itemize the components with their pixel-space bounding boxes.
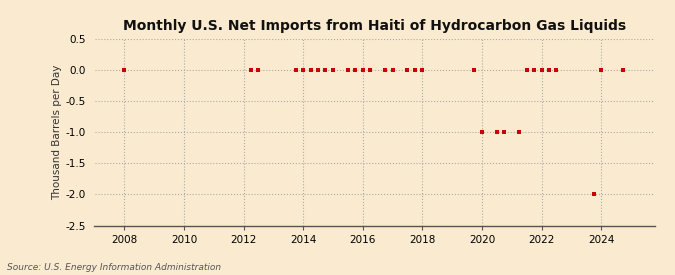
Y-axis label: Thousand Barrels per Day: Thousand Barrels per Day xyxy=(53,64,62,200)
Title: Monthly U.S. Net Imports from Haiti of Hydrocarbon Gas Liquids: Monthly U.S. Net Imports from Haiti of H… xyxy=(123,19,626,33)
Text: Source: U.S. Energy Information Administration: Source: U.S. Energy Information Administ… xyxy=(7,263,221,272)
